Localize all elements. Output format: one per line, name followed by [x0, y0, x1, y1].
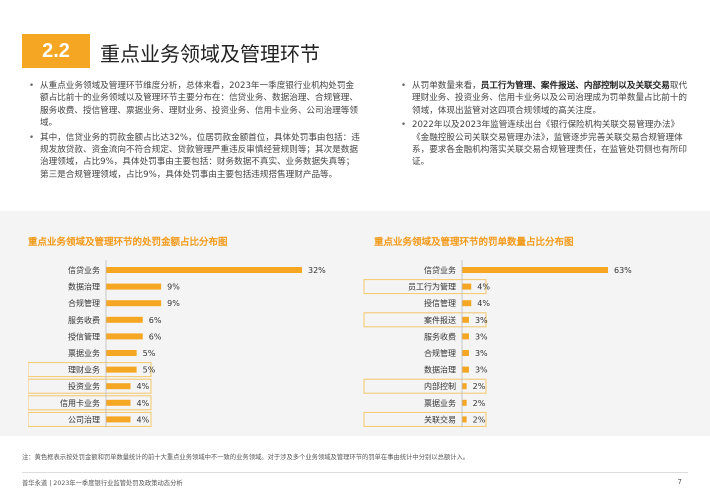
amount-highlight-box: [28, 411, 152, 427]
count-value-label: 2%: [473, 382, 486, 391]
count-category-label: 内部控制: [424, 381, 456, 391]
count-category-label: 信贷业务: [424, 265, 456, 275]
amount-value-label: 6%: [149, 332, 162, 341]
count-category-label: 授信管理: [424, 298, 456, 308]
amount-value-label: 5%: [143, 366, 156, 375]
amount-bar: [106, 366, 137, 373]
count-value-label: 63%: [614, 266, 632, 275]
footnote: 注：黄色框表示按处罚金额和罚单数量统计的前十大重点业务领域中不一致的业务领域。对…: [22, 454, 470, 461]
amount-bar: [106, 383, 131, 390]
right-bullet-2: 2022年以及2023年监管连续出台《银行保险机构关联交易管理办法》《金融控股公…: [400, 119, 690, 169]
count-category-label: 员工行为管理: [408, 282, 456, 292]
left-text-column: 从重点业务领域及管理环节维度分析，总体来看，2023年一季度银行业机构处罚金额占…: [28, 80, 362, 183]
count-value-label: 3%: [475, 316, 488, 325]
amount-category-label: 信用卡业务: [60, 398, 100, 408]
amount-bar: [106, 267, 302, 273]
count-category-label: 案件报送: [424, 315, 456, 325]
count-bar: [462, 366, 469, 373]
amount-category-label: 服务收费: [68, 315, 100, 325]
amount-category-label: 合规管理: [68, 298, 100, 308]
count-highlight-box: [363, 411, 487, 427]
count-bar: [462, 283, 472, 290]
amount-bar: [106, 416, 131, 423]
amount-category-label: 理财业务: [68, 365, 100, 375]
chart-penalty-count: 信贷业务 63% 员工行为管理 4% 授信管理 4% 案件报送 3% 服务收费 3% 合规管理 3% 数…: [363, 260, 632, 428]
amount-bar: [106, 333, 143, 340]
section-title: 重点业务领域及管理环节: [100, 42, 320, 66]
count-bar: [462, 416, 467, 423]
amount-bar: [106, 316, 143, 323]
amount-category-label: 投资业务: [68, 381, 100, 391]
count-value-label: 2%: [473, 415, 486, 424]
footer-text: 普华永道 | 2023年一季度银行业监管处罚及政策动态分析: [22, 480, 183, 487]
count-highlight-box: [363, 312, 487, 328]
count-value-label: 2%: [473, 399, 486, 408]
amount-value-label: 4%: [137, 399, 150, 408]
count-bar: [462, 316, 469, 323]
right-text-column: 从罚单数量来看，员工行为管理、案件报送、内部控制以及关联交易取代理财业务、投资业…: [400, 80, 690, 171]
count-bar: [462, 267, 608, 273]
amount-bar: [106, 350, 137, 356]
count-category-label: 数据治理: [424, 365, 456, 375]
count-bar: [462, 383, 467, 390]
amount-category-label: 数据治理: [68, 282, 100, 292]
count-highlight-box: [363, 378, 487, 394]
chart-penalty-amount: 信贷业务 32% 数据治理 9% 合规管理 9% 服务收费 6% 授信管理 6% 票据业务 5% 理财业…: [28, 260, 326, 428]
amount-bar: [106, 399, 131, 406]
count-category-label: 服务收费: [424, 331, 456, 341]
left-bullet-2: 其中，信贷业务的罚款金额占比达32%，位居罚款金额首位，具体处罚事由包括：违规发…: [28, 132, 362, 182]
count-value-label: 4%: [477, 283, 490, 292]
amount-value-label: 9%: [167, 299, 180, 308]
right-bullet-1-highlight: 员工行为管理、案件报送、内部控制以及关联交易: [480, 81, 670, 91]
amount-value-label: 32%: [308, 266, 326, 275]
count-category-label: 关联交易: [424, 414, 456, 424]
count-value-label: 3%: [475, 366, 488, 375]
amount-category-label: 公司治理: [68, 414, 100, 424]
amount-highlight-box: [28, 362, 152, 378]
count-highlight-box: [363, 279, 487, 295]
amount-value-label: 4%: [137, 415, 150, 424]
section-number-badge: 2.2: [22, 34, 90, 68]
count-value-label: 4%: [477, 299, 490, 308]
chart-background-band: [0, 211, 710, 436]
left-bullet-1: 从重点业务领域及管理环节维度分析，总体来看，2023年一季度银行业机构处罚金额占…: [28, 80, 362, 130]
amount-value-label: 6%: [149, 316, 162, 325]
page-number: 7: [677, 478, 682, 486]
footer-divider: [22, 472, 688, 473]
amount-category-label: 票据业务: [68, 348, 100, 358]
count-category-label: 合规管理: [424, 348, 456, 358]
amount-highlight-box: [28, 378, 152, 394]
count-bar: [462, 399, 467, 406]
amount-value-label: 9%: [167, 283, 180, 292]
count-bar: [462, 300, 472, 307]
amount-value-label: 4%: [137, 382, 150, 391]
count-bar: [462, 333, 469, 340]
amount-value-label: 5%: [143, 349, 156, 358]
amount-bar: [106, 283, 162, 290]
count-value-label: 3%: [475, 332, 488, 341]
chart-title-count: 重点业务领域及管理环节的罚单数量占比分布图: [374, 237, 574, 248]
amount-highlight-box: [28, 395, 152, 411]
chart-title-amount: 重点业务领域及管理环节的处罚金额占比分布图: [28, 237, 228, 248]
count-bar: [462, 350, 469, 356]
right-bullet-1: 从罚单数量来看，员工行为管理、案件报送、内部控制以及关联交易取代理财业务、投资业…: [400, 80, 690, 117]
amount-category-label: 信贷业务: [68, 265, 100, 275]
right-bullet-1-prefix: 从罚单数量来看，: [412, 81, 481, 91]
amount-category-label: 授信管理: [68, 331, 100, 341]
count-category-label: 票据业务: [424, 398, 456, 408]
right-bullet-1-suffix: 取代理财业务、投资业务、信用卡业务以及公司治理成为罚单数量占比前十的领域，体现出…: [412, 81, 688, 116]
count-value-label: 3%: [475, 349, 488, 358]
amount-bar: [106, 300, 162, 307]
